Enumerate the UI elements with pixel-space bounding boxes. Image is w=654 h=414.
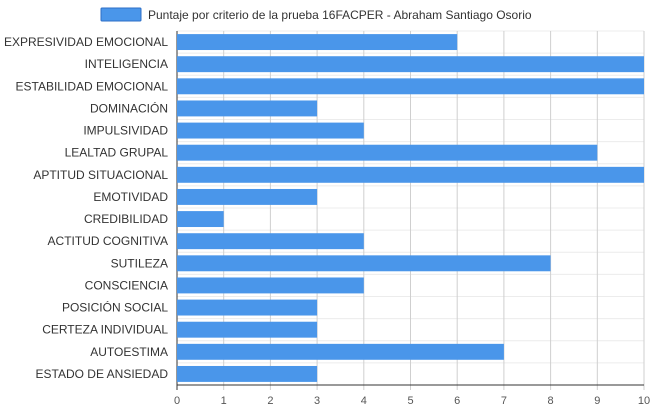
x-tick-label: 3 xyxy=(314,395,320,407)
bar[interactable] xyxy=(177,277,364,294)
category-label: DOMINACIÓN xyxy=(90,100,168,115)
category-label: IMPULSIVIDAD xyxy=(83,124,168,138)
bar[interactable] xyxy=(177,365,318,382)
category-label: CONSCIENCIA xyxy=(85,278,168,292)
x-tick-label: 8 xyxy=(548,395,554,407)
bar[interactable] xyxy=(177,321,318,338)
category-label: LEALTAD GRUPAL xyxy=(65,146,169,160)
grid xyxy=(176,30,645,390)
category-label: ESTABILIDAD EMOCIONAL xyxy=(16,79,169,93)
category-label: SUTILEZA xyxy=(111,256,168,270)
category-label: EMOTIVIDAD xyxy=(93,190,168,204)
bar[interactable] xyxy=(177,255,551,272)
bar[interactable] xyxy=(177,233,364,250)
legend-swatch xyxy=(100,7,142,22)
x-tick-label: 6 xyxy=(454,395,460,407)
x-tick-label: 7 xyxy=(501,395,507,407)
bar[interactable] xyxy=(177,188,318,205)
bar[interactable] xyxy=(177,100,318,117)
x-axis-tick-labels: 0 1 2 3 4 5 6 7 8 9 10 xyxy=(174,395,650,407)
category-label: ACTITUD COGNITIVA xyxy=(48,234,168,248)
x-tick-label: 0 xyxy=(174,395,180,407)
x-tick-label: 9 xyxy=(594,395,600,407)
bar[interactable] xyxy=(177,34,458,51)
category-label: INTELIGENCIA xyxy=(85,57,168,71)
x-tick-label: 10 xyxy=(638,395,650,407)
bar[interactable] xyxy=(177,299,318,316)
x-tick-label: 1 xyxy=(221,395,227,407)
bar[interactable] xyxy=(177,78,644,95)
bars xyxy=(177,34,644,382)
bar[interactable] xyxy=(177,343,504,360)
bar[interactable] xyxy=(177,144,598,161)
category-label: POSICIÓN SOCIAL xyxy=(62,300,168,315)
category-label: CERTEZA INDIVIDUAL xyxy=(42,323,168,337)
bar[interactable] xyxy=(177,56,644,73)
bar[interactable] xyxy=(177,166,644,183)
x-tick-label: 5 xyxy=(407,395,413,407)
category-label: CREDIBILIDAD xyxy=(84,212,168,226)
x-tick-label: 2 xyxy=(267,395,273,407)
category-labels: EXPRESIVIDAD EMOCIONAL INTELIGENCIA ESTABI… xyxy=(4,35,168,381)
bar[interactable] xyxy=(177,211,224,228)
bar[interactable] xyxy=(177,122,364,139)
category-label: EXPRESIVIDAD EMOCIONAL xyxy=(4,35,168,49)
category-label: ESTADO DE ANSIEDAD xyxy=(36,367,169,381)
legend-label: Puntaje por criterio de la prueba 16FACP… xyxy=(148,8,532,22)
legend[interactable]: Puntaje por criterio de la prueba 16FACP… xyxy=(100,7,532,22)
category-label: APTITUD SITUACIONAL xyxy=(33,168,168,182)
x-tick-label: 4 xyxy=(361,395,367,407)
category-label: AUTOESTIMA xyxy=(90,345,168,359)
